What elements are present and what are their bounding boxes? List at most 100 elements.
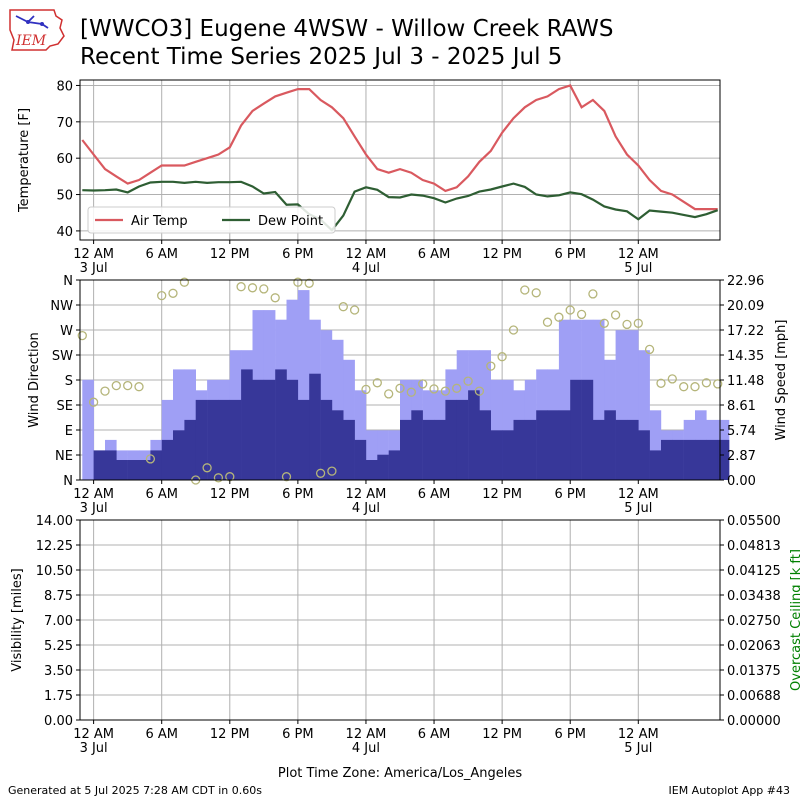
wind-direction-point: [384, 389, 394, 399]
wind-speed-bar: [116, 460, 128, 480]
temp-ytick-label: 80: [56, 79, 73, 94]
chart-title-line2: Recent Time Series 2025 Jul 3 - 2025 Jul…: [80, 44, 563, 70]
wind-direction-point: [679, 382, 689, 392]
wind-speed-bar: [524, 419, 537, 480]
wind-xtick-label: 12 PM: [210, 487, 250, 502]
iem-logo: IEM: [6, 6, 66, 52]
wind-speed-bar: [706, 439, 718, 480]
wind-direction-point: [157, 290, 167, 301]
wind-speed-bar: [195, 399, 208, 480]
temp-ytick-label: 70: [56, 116, 73, 131]
ceiling-ytick-label: 0.00688: [727, 689, 781, 704]
wind-speed-tick-label: 14.35: [727, 349, 764, 364]
temp-xtick-date: 3 Jul: [80, 261, 108, 276]
wind-speed-bar: [717, 439, 730, 480]
ceiling-axis-label: Overcast Ceiling [k ft]: [789, 549, 800, 691]
wind-speed-bar: [320, 399, 333, 480]
gust-bar: [615, 330, 628, 480]
gust-bar: [649, 410, 662, 480]
wind-xtick-label: 6 AM: [145, 487, 178, 502]
vis-xtick-label: 6 PM: [282, 727, 313, 742]
wind-direction-point: [338, 302, 348, 312]
ceiling-ytick-label: 0.02750: [727, 614, 781, 629]
wind-dir-tick-label: N: [63, 274, 73, 289]
wind-direction-point: [656, 378, 666, 388]
vis-xtick-label: 12 PM: [210, 727, 250, 742]
wind-dir-tick-label: E: [65, 424, 73, 439]
wind-speed-bar: [468, 390, 480, 480]
wind-direction-point: [395, 383, 405, 393]
wind-speed-bar: [672, 439, 684, 480]
wind-dir-tick-label: NW: [50, 299, 73, 314]
vis-xtick-label: 6 PM: [554, 727, 585, 742]
wind-speed-bar: [411, 410, 423, 480]
temp-xtick-date: 5 Jul: [624, 261, 652, 276]
wind-direction-point: [88, 397, 99, 407]
ceiling-ytick-label: 0.04125: [727, 564, 781, 579]
wind-direction-point: [134, 382, 144, 392]
wind-direction-point: [667, 374, 677, 384]
wind-speed-bar: [581, 379, 594, 480]
wind-direction-point: [701, 378, 712, 388]
vis-ytick-label: 14.00: [36, 514, 73, 529]
gust-bar: [173, 369, 185, 480]
vis-xtick-label: 12 AM: [618, 727, 659, 742]
wind-direction-point: [599, 318, 609, 328]
wind-speed-bar: [275, 369, 287, 480]
wind-speed-bar: [252, 379, 265, 480]
wind-speed-bar: [127, 460, 140, 480]
wind-xtick-date: 5 Jul: [624, 501, 652, 516]
temp-xtick-label: 6 AM: [418, 247, 451, 262]
wind-direction-point: [293, 277, 303, 287]
vis-xtick-label: 6 AM: [145, 727, 178, 742]
wind-xtick-label: 6 PM: [554, 487, 585, 502]
temp-xtick-label: 12 AM: [618, 247, 659, 262]
wind-direction-point: [644, 344, 655, 355]
wind-speed-tick-label: 8.61: [727, 399, 756, 414]
wind-xtick-label: 12 AM: [73, 487, 114, 502]
wind-direction-point: [429, 384, 439, 394]
wind-direction-point: [270, 293, 280, 303]
wind-direction-point: [145, 454, 156, 464]
wind-speed-bar: [388, 450, 401, 480]
wind-speed-bar: [558, 410, 571, 480]
wind-direction-point: [531, 288, 541, 298]
wind-speed-bar: [286, 379, 299, 480]
vis-ytick-label: 5.25: [44, 639, 73, 654]
wind-direction-point: [202, 463, 212, 473]
vis-xtick-label: 12 AM: [73, 727, 114, 742]
vis-ytick-label: 1.75: [44, 689, 73, 704]
gust-bar: [502, 379, 514, 480]
wind-speed-bar: [400, 419, 412, 480]
wind-speed-bar: [229, 399, 242, 480]
wind-xtick-label: 6 PM: [282, 487, 313, 502]
wind-direction-point: [179, 277, 190, 287]
temp-xtick-date: 4 Jul: [352, 261, 380, 276]
wind-direction-point: [463, 376, 473, 386]
ceiling-ytick-label: 0.04813: [727, 539, 781, 554]
wind-speed-bar: [479, 410, 491, 480]
temp-ytick-label: 60: [56, 152, 73, 167]
wind-direction-point: [520, 285, 530, 295]
temp-xtick-label: 12 AM: [346, 247, 387, 262]
wind-speed-bar: [366, 460, 378, 480]
temp-xtick-label: 12 PM: [210, 247, 250, 262]
wind-speed-bar: [536, 410, 548, 480]
wind-direction-point: [372, 378, 382, 388]
wind-direction-point: [497, 352, 507, 362]
air-temp-line: [81, 84, 718, 211]
gust-bar: [82, 379, 94, 480]
wind-speed-bar: [604, 410, 616, 480]
wind-speed-bar: [615, 419, 628, 480]
wind-direction-point: [418, 379, 428, 389]
wind-direction-point: [554, 312, 564, 322]
wind-speed-axis-label: Wind Speed [mph]: [774, 320, 789, 441]
wind-speed-tick-label: 2.87: [727, 449, 756, 464]
wind-direction-point: [474, 386, 485, 396]
wind-speed-bar: [173, 430, 185, 480]
wind-speed-bar: [661, 439, 673, 480]
wind-speed-bar: [343, 419, 355, 480]
temp-legend-box: [87, 206, 336, 234]
wind-speed-bar: [93, 450, 106, 480]
wind-direction-point: [361, 384, 371, 395]
